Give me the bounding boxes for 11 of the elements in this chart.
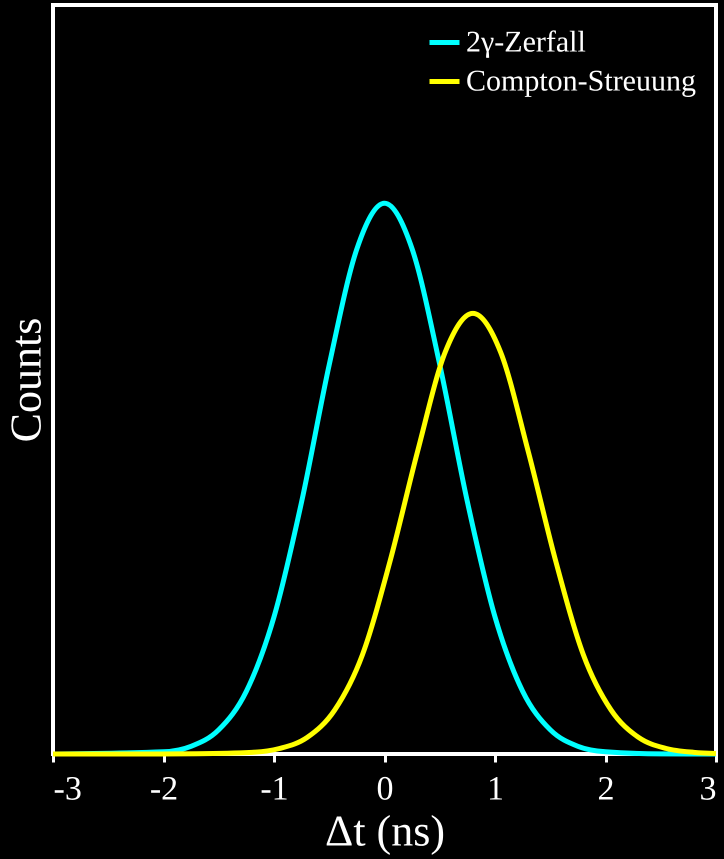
y-axis-title: Counts xyxy=(2,318,50,442)
x-tick-label: 2 xyxy=(598,770,614,808)
x-tick-label: -2 xyxy=(150,770,178,808)
legend-label: Compton-Streuung xyxy=(466,64,696,98)
x-tick-label: -3 xyxy=(54,770,82,808)
x-axis-title: Δt (ns) xyxy=(325,806,445,856)
x-tick-label: 3 xyxy=(700,770,716,808)
x-tick-label: 0 xyxy=(376,770,394,808)
legend-label: 2γ-Zerfall xyxy=(466,26,586,58)
x-tick-label: -1 xyxy=(260,770,289,808)
x-tick-label: 1 xyxy=(487,770,504,808)
